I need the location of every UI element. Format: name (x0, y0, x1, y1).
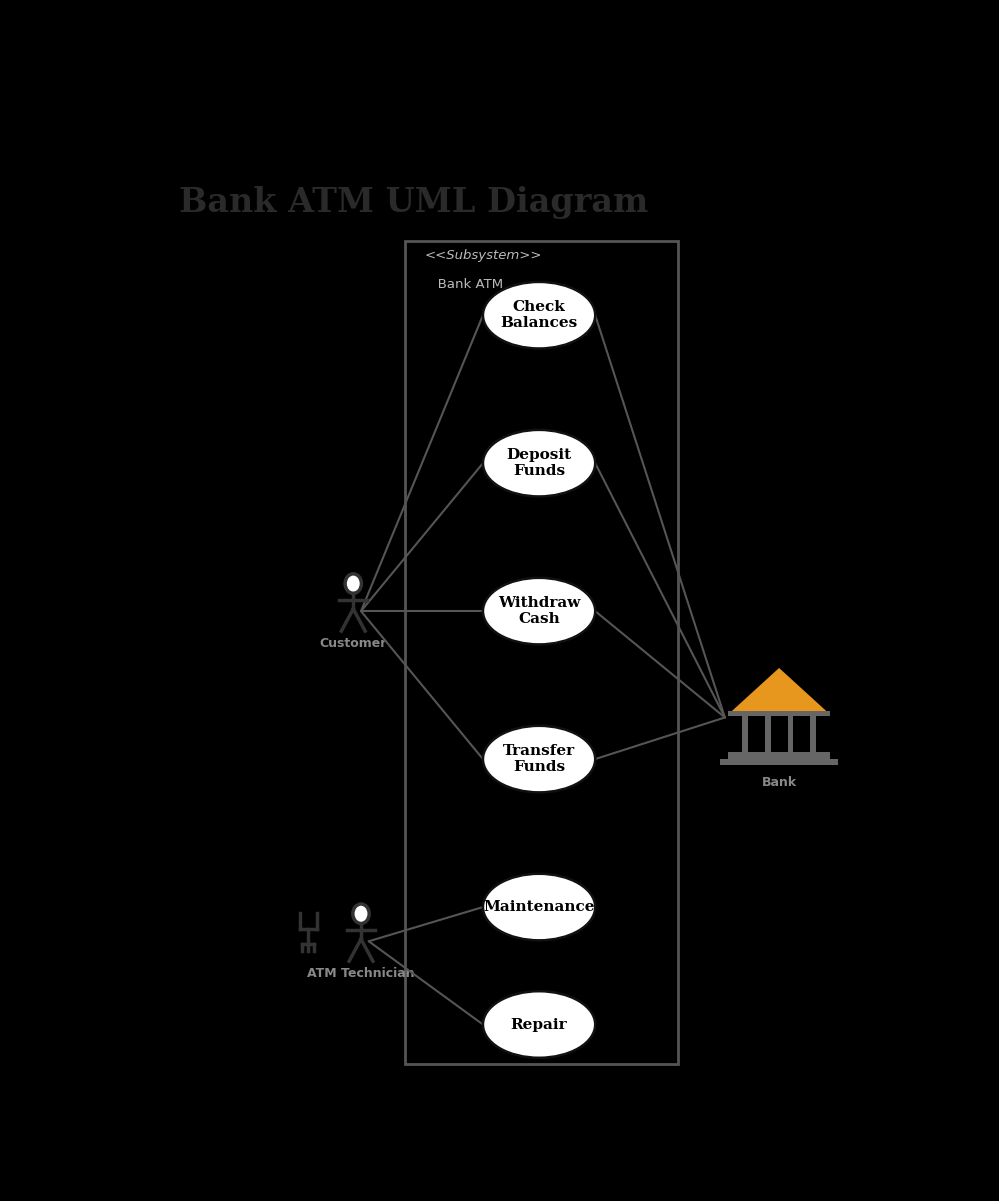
Text: Withdraw
Cash: Withdraw Cash (498, 596, 580, 626)
Bar (810, 711, 816, 752)
Polygon shape (731, 668, 826, 711)
Bar (728, 711, 830, 716)
Bar (765, 711, 770, 752)
Ellipse shape (483, 578, 595, 645)
Text: ATM Technician: ATM Technician (308, 967, 415, 980)
Text: Deposit
Funds: Deposit Funds (506, 448, 571, 478)
Text: Repair: Repair (510, 1017, 567, 1032)
Text: Bank ATM UML Diagram: Bank ATM UML Diagram (179, 186, 648, 219)
Bar (742, 711, 748, 752)
Bar (728, 752, 830, 759)
Text: Bank ATM: Bank ATM (425, 279, 502, 291)
Ellipse shape (483, 725, 595, 793)
Ellipse shape (483, 430, 595, 496)
Bar (406, 241, 678, 1064)
Bar (720, 759, 838, 765)
Circle shape (353, 904, 370, 924)
Text: Check
Balances: Check Balances (500, 300, 577, 330)
Text: Bank: Bank (761, 776, 796, 789)
Ellipse shape (483, 282, 595, 348)
Ellipse shape (483, 991, 595, 1058)
Circle shape (345, 574, 362, 593)
Text: Maintenance: Maintenance (484, 900, 594, 914)
Text: <<Subsystem>>: <<Subsystem>> (425, 249, 542, 262)
Ellipse shape (483, 874, 595, 940)
Text: Transfer
Funds: Transfer Funds (503, 743, 575, 775)
Bar (787, 711, 793, 752)
Text: Customer: Customer (320, 637, 387, 650)
